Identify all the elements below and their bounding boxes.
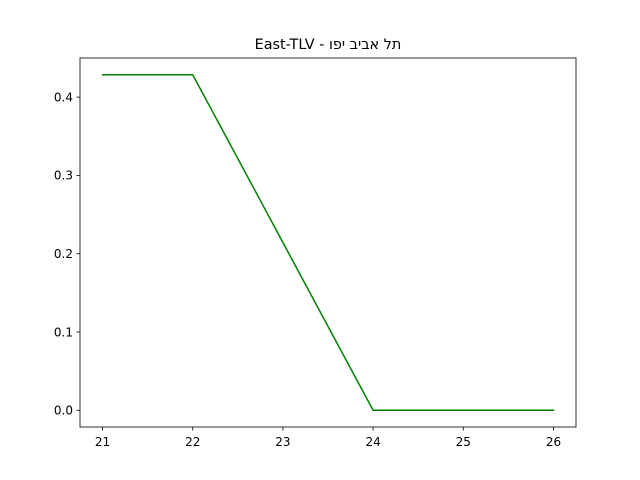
x-tick-label-5: 26	[546, 435, 561, 449]
chart-title: East-TLV - תל אביב יפו	[255, 37, 402, 53]
x-tick-label-4: 25	[456, 435, 471, 449]
series-line-0	[101, 74, 555, 411]
y-tick-label-3: 0.3	[54, 169, 73, 183]
x-tick-label-1: 22	[185, 435, 200, 449]
y-tick-label-0: 0.0	[54, 404, 73, 418]
y-tick-label-4: 0.4	[54, 90, 73, 104]
x-tick-label-0: 21	[95, 435, 110, 449]
plot-area: 21 22 23 24 25 26 0.0 0.1 0.2 0.3 0.4	[54, 57, 577, 449]
y-tick-label-1: 0.1	[54, 325, 73, 339]
axes-frame	[79, 57, 577, 428]
x-tick-label-2: 23	[275, 435, 290, 449]
x-tick-label-3: 24	[365, 435, 380, 449]
y-tick-label-2: 0.2	[54, 247, 73, 261]
